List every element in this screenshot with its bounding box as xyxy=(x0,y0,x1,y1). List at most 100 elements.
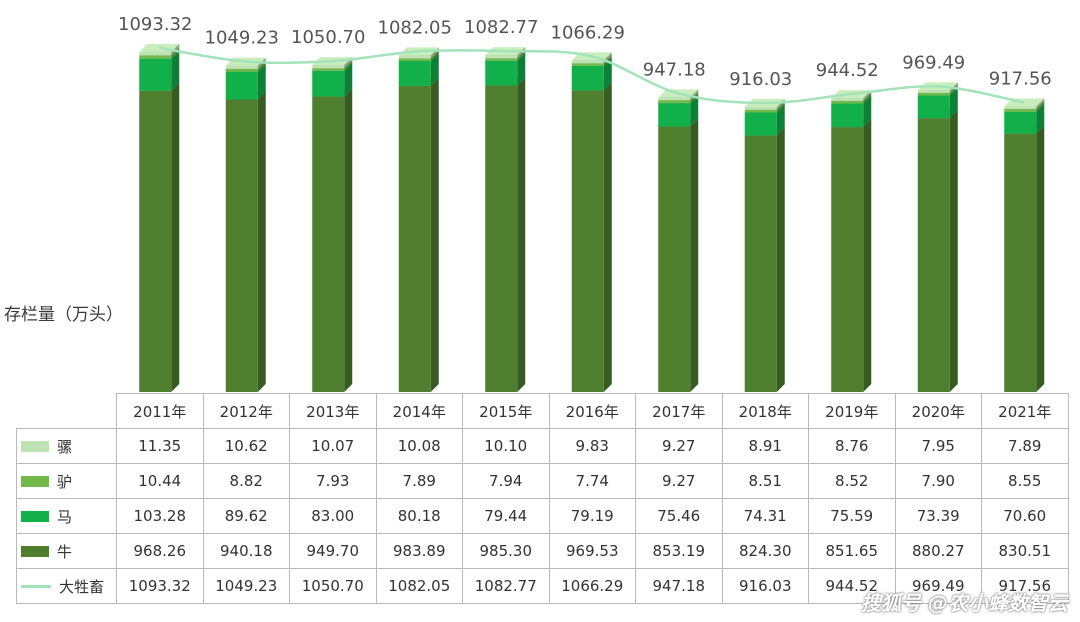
bar-side xyxy=(257,63,266,100)
bar-side xyxy=(776,127,785,392)
table-cell: 830.51 xyxy=(981,533,1069,569)
tick-label: 2016年 xyxy=(548,393,636,429)
data-label: 916.03 xyxy=(729,69,792,90)
bar-segment xyxy=(831,100,864,104)
table-cell: 7.94 xyxy=(462,463,550,499)
table-cell: 916.03 xyxy=(721,568,809,604)
legend-key xyxy=(21,584,51,588)
table-cell: 983.89 xyxy=(375,533,463,569)
bar-segment xyxy=(139,55,172,59)
table-cell: 9.83 xyxy=(548,428,636,464)
table-cell: 7.90 xyxy=(894,463,982,499)
table-cell: 940.18 xyxy=(202,533,290,569)
bar-side xyxy=(1036,101,1045,112)
data-label: 944.52 xyxy=(816,60,879,81)
table-cell: 1049.23 xyxy=(202,568,290,604)
bar-segment xyxy=(831,98,864,101)
bar-segment xyxy=(398,60,431,86)
bar-segment xyxy=(831,127,864,392)
bar-segment xyxy=(398,58,431,61)
bar-side xyxy=(949,110,958,392)
table-cell: 7.89 xyxy=(981,428,1069,464)
tick-label: 2014年 xyxy=(375,393,463,429)
bar-segment xyxy=(917,90,950,93)
table-row: 马 103.28 89.62 83.00 80.18 79.44 79.19 75.46 74.… xyxy=(16,498,1069,534)
y-axis-label: 存栏量（万头） xyxy=(4,305,123,325)
legend-key xyxy=(21,545,49,557)
bar-segment xyxy=(312,65,345,69)
table-cell: 969.49 xyxy=(894,568,982,604)
tick-label: 2018年 xyxy=(721,393,809,429)
bar-segment xyxy=(1004,133,1037,392)
tick-label: 2013年 xyxy=(289,393,377,429)
data-label: 969.49 xyxy=(902,52,965,73)
bar-segment xyxy=(571,60,604,64)
table-cell: 10.62 xyxy=(202,428,290,464)
table-cell: 75.46 xyxy=(635,498,723,534)
legend-entry: 大牲畜 xyxy=(16,568,117,604)
bar-side xyxy=(776,104,785,136)
table-cell: 7.95 xyxy=(894,428,982,464)
bar-segment xyxy=(312,96,345,392)
bar-segment xyxy=(744,135,777,392)
watermark-text: 搜狐号 @农小蜂数智云 xyxy=(861,591,1068,615)
data-label: 1049.23 xyxy=(205,28,279,49)
bar-segment xyxy=(917,92,950,96)
bar-side xyxy=(430,50,439,61)
legend-entry: 牛 xyxy=(16,533,117,569)
bar-side xyxy=(344,88,353,392)
bar-segment xyxy=(398,55,431,59)
table-cell: 985.30 xyxy=(462,533,550,569)
bar-side xyxy=(863,92,872,104)
bar-segment xyxy=(658,100,691,104)
legend-key xyxy=(21,475,49,487)
bar-segment xyxy=(485,58,518,61)
tick-label: 2011年 xyxy=(116,393,204,429)
table-cell: 9.27 xyxy=(635,463,723,499)
bar-segment xyxy=(658,97,691,101)
table-cell: 83.00 xyxy=(289,498,377,534)
table-cell: 1066.29 xyxy=(548,568,636,604)
table-cell: 9.27 xyxy=(635,428,723,464)
tick-label: 2019年 xyxy=(808,393,896,429)
bar-side xyxy=(517,52,526,86)
legend-entry: 骡 xyxy=(16,428,117,464)
bar-segment xyxy=(312,68,345,71)
data-label: 1093.32 xyxy=(118,14,192,35)
table-row: 骡 11.35 10.62 10.07 10.08 10.10 9.83 9.27 8.91 8.… xyxy=(16,428,1069,464)
legend-entry: 马 xyxy=(16,498,117,534)
bar-segment xyxy=(571,90,604,393)
bar-segment xyxy=(571,65,604,91)
bar-segment xyxy=(744,109,777,113)
table-cell: 10.08 xyxy=(375,428,463,464)
legend-label: 骡 xyxy=(57,437,73,456)
legend-key xyxy=(21,510,49,522)
bar-segment xyxy=(139,58,172,91)
table-corner xyxy=(16,393,117,429)
table-row: 大牲畜 1093.32 1049.23 1050.70 1082.05 1082.77 10… xyxy=(16,568,1069,604)
table-cell: 73.39 xyxy=(894,498,982,534)
table-header-row: 2011年 2012年 2013年 2014年 2015年 2016年 2017年 2018年… xyxy=(16,393,1069,429)
table-cell: 8.76 xyxy=(808,428,896,464)
bar-side xyxy=(171,50,180,91)
bar-segment xyxy=(139,90,172,392)
table-cell: 949.70 xyxy=(289,533,377,569)
bar-segment xyxy=(917,95,950,119)
bar-segment xyxy=(225,71,258,100)
table-cell: 70.60 xyxy=(981,498,1069,534)
legend-label: 牛 xyxy=(57,542,73,561)
bar-segment xyxy=(744,107,777,110)
bar-segment xyxy=(658,103,691,127)
table-cell: 880.27 xyxy=(894,533,982,569)
bar-side xyxy=(690,118,699,392)
table-cell: 969.53 xyxy=(548,533,636,569)
bar-side xyxy=(257,91,266,392)
legend-label: 大牲畜 xyxy=(59,577,105,596)
table-cell: 8.91 xyxy=(721,428,809,464)
data-label: 1082.05 xyxy=(378,17,452,38)
tick-label: 2015年 xyxy=(462,393,550,429)
legend-label: 马 xyxy=(57,507,73,526)
bar-side xyxy=(603,82,612,393)
table-cell: 75.59 xyxy=(808,498,896,534)
